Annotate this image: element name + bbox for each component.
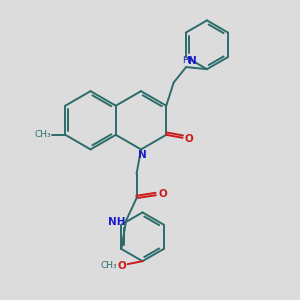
Text: CH₃: CH₃	[101, 261, 118, 270]
Text: O: O	[185, 134, 194, 144]
Text: N: N	[188, 56, 197, 65]
Text: O: O	[118, 261, 127, 271]
Text: N: N	[138, 150, 147, 160]
Text: H: H	[182, 56, 189, 65]
Text: NH: NH	[108, 217, 125, 227]
Text: CH₃: CH₃	[34, 130, 51, 139]
Text: O: O	[158, 189, 167, 199]
